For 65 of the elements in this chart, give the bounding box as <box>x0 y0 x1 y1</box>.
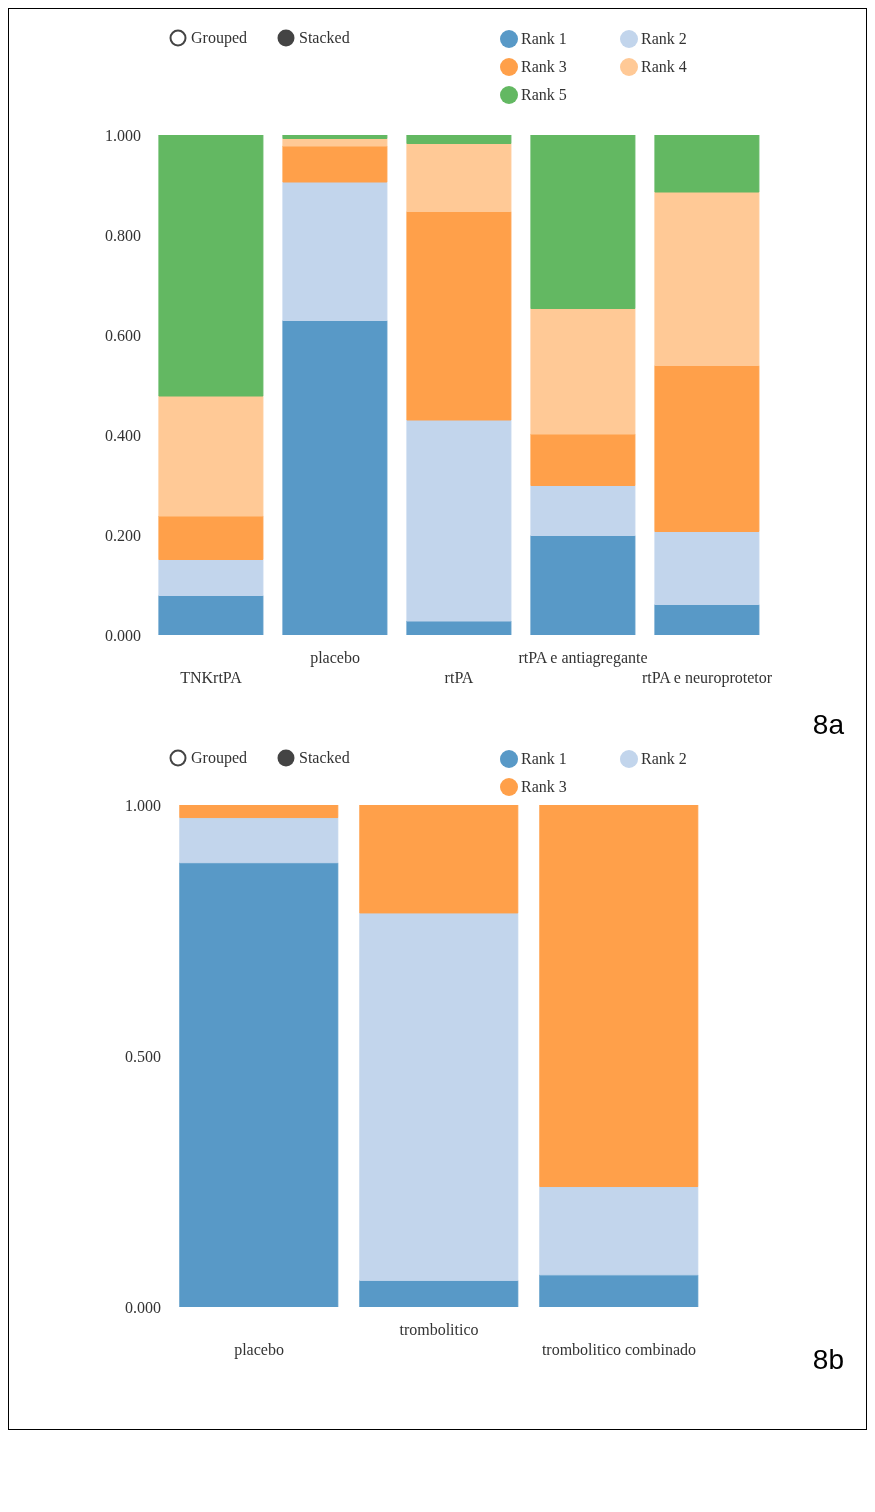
bar <box>158 595 264 635</box>
x-tick-label: rtPA <box>444 669 474 686</box>
text: Grouped <box>191 29 247 47</box>
legend-label: Rank 2 <box>641 750 687 768</box>
bar <box>530 135 636 309</box>
x-tick-label: trombolitico <box>399 1321 479 1338</box>
y-tick-label: 0.800 <box>105 226 141 244</box>
text: Stacked <box>298 29 350 47</box>
bar <box>406 419 512 622</box>
bar <box>158 515 264 560</box>
text: 8b <box>812 1344 844 1376</box>
bar <box>359 805 519 914</box>
bar <box>406 135 512 144</box>
x-tick-label: TNKrtPA <box>180 669 243 686</box>
bar <box>158 395 264 517</box>
text: Grouped <box>191 749 247 767</box>
bar <box>530 485 636 536</box>
y-tick-label: 0.000 <box>125 1298 161 1316</box>
legend-label: Rank 4 <box>641 58 687 76</box>
x-tick-label: placebo <box>234 1341 284 1359</box>
bar <box>179 805 339 819</box>
bar <box>406 211 512 421</box>
text: Stacked <box>298 749 350 767</box>
bar <box>179 862 339 1307</box>
bar <box>530 433 636 486</box>
x-tick-label: placebo <box>310 649 360 667</box>
bar <box>158 135 264 397</box>
y-tick-label: 0.400 <box>105 426 141 444</box>
bar <box>282 320 388 635</box>
bar <box>359 1279 519 1307</box>
legend-label: Rank 3 <box>521 778 567 796</box>
legend-label: Rank 2 <box>641 30 687 48</box>
y-tick-label: 0.000 <box>105 626 141 644</box>
bar <box>654 135 760 193</box>
y-tick-label: 0.200 <box>105 526 141 544</box>
x-tick-label: rtPA e antiagregante <box>518 649 648 667</box>
bar <box>282 138 388 147</box>
bar <box>359 912 519 1281</box>
x-tick-label: trombolitico combinado <box>541 1341 697 1358</box>
legend-label: Rank 1 <box>521 750 567 768</box>
bar <box>654 531 760 605</box>
bar <box>179 817 339 864</box>
bar <box>530 308 636 435</box>
bar <box>539 805 699 1188</box>
bar <box>530 535 636 635</box>
text: 8a <box>812 709 844 741</box>
bar <box>406 620 512 635</box>
bar <box>158 559 264 596</box>
bar <box>539 1274 699 1307</box>
bar <box>654 604 760 635</box>
y-tick-label: 1.000 <box>125 796 161 814</box>
bar <box>282 145 388 183</box>
bar <box>539 1186 699 1276</box>
y-tick-label: 0.500 <box>125 1047 161 1065</box>
y-tick-label: 1.000 <box>105 126 141 144</box>
legend-label: Rank 1 <box>521 30 567 48</box>
bar <box>282 181 388 321</box>
bar <box>406 143 512 212</box>
y-tick-label: 0.600 <box>105 326 141 344</box>
bar <box>654 191 760 366</box>
bar <box>282 135 388 139</box>
legend-label: Rank 5 <box>521 86 567 104</box>
legend-label: Rank 3 <box>521 58 567 76</box>
bar <box>654 365 760 532</box>
x-tick-label: rtPA e neuroprotetor <box>641 669 773 687</box>
